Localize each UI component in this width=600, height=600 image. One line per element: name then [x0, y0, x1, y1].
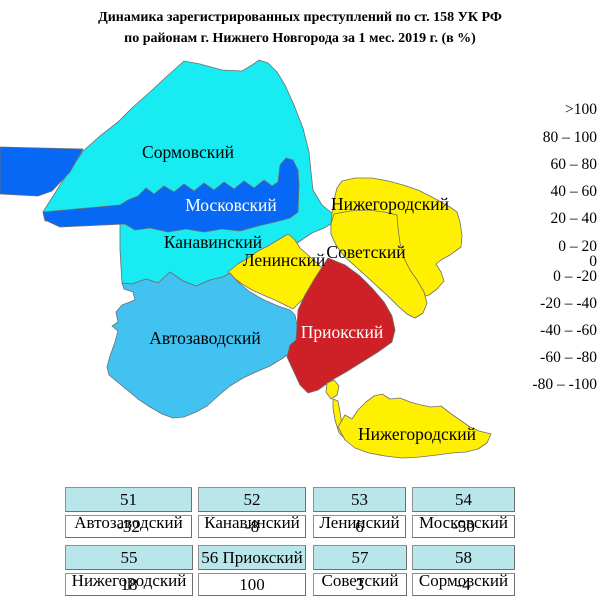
- legend-item: 0 – 20: [558, 238, 597, 255]
- district-card-value: -8: [198, 515, 306, 538]
- legend-item: -20 – -40: [540, 295, 597, 312]
- district-card-value: 6: [313, 515, 406, 538]
- legend-item: 0 – -20: [553, 268, 597, 285]
- district-card-value: -50: [412, 515, 515, 538]
- district-card-value: 100: [198, 573, 306, 596]
- district-card-header: 57 Советский: [313, 545, 407, 590]
- district-card: 52 Канавинский -8: [198, 487, 306, 538]
- district-avtozavodsky-shape: [106, 271, 298, 419]
- district-kanavinsky-label: Канавинский: [164, 232, 262, 252]
- district-card-header: 51 Автозаводский: [65, 487, 192, 532]
- legend-item: -40 – -60: [540, 322, 597, 339]
- district-card: 58 Сормовский -4: [412, 545, 515, 596]
- district-card-header: 55 Нижегородский: [65, 545, 193, 590]
- page-title-line2: по районам г. Нижнего Новгорода за 1 мес…: [124, 31, 476, 46]
- district-card: 55 Нижегородский 18: [65, 545, 193, 596]
- district-sormovsky-label: Сормовский: [142, 142, 234, 162]
- district-nizhegorodsky-south-shape: [337, 393, 492, 459]
- district-card-header: 54 Московский: [412, 487, 515, 532]
- district-card: 56 Приокский 100: [198, 545, 306, 596]
- district-moskovsky-label: Московский: [185, 195, 277, 215]
- legend-item: 80 – 100: [542, 129, 597, 146]
- district-moskovsky-west-shape: [0, 146, 84, 197]
- legend-item: -80 – -100: [532, 376, 597, 393]
- legend-item: >100: [565, 101, 597, 118]
- district-prioksky-shape: [286, 257, 396, 394]
- district-card-value: 18: [65, 573, 193, 596]
- district-moskovsky-shape: [42, 157, 300, 233]
- district-nizhegorodsky-south-label: Нижегородский: [358, 424, 476, 444]
- district-card-value: -32: [65, 515, 192, 538]
- legend-item: 0: [589, 253, 597, 270]
- district-sovetsky-shape: [330, 209, 428, 319]
- legend-item: -60 – -80: [540, 349, 597, 366]
- district-card: 51 Автозаводский -32: [65, 487, 192, 538]
- legend-item: 20 – 40: [550, 210, 598, 227]
- district-card-header: 58 Сормовский: [412, 545, 515, 590]
- legend-item: 40 – 60: [550, 183, 598, 200]
- river-blob-shape: [325, 379, 340, 400]
- district-card-header: 52 Канавинский: [198, 487, 306, 532]
- district-nizhegorodsky-label: Нижегородский: [331, 194, 449, 214]
- district-card: 54 Московский -50: [412, 487, 515, 538]
- district-sovetsky-label: Советский: [326, 242, 405, 262]
- district-leninsky-label: Ленинский: [243, 250, 326, 270]
- district-card-value: 3: [313, 573, 407, 596]
- page-title-line1: Динамика зарегистрированных преступлений…: [98, 10, 502, 25]
- page-title: Динамика зарегистрированных преступлений…: [0, 7, 600, 49]
- district-card: 57 Советский 3: [313, 545, 407, 596]
- district-card-header: 53 Ленинский: [313, 487, 406, 532]
- district-card-header: 56 Приокский: [198, 545, 306, 570]
- legend-item: 60 – 80: [550, 156, 598, 173]
- district-prioksky-label: Приокский: [301, 322, 384, 342]
- district-card-value: -4: [412, 573, 515, 596]
- district-card: 53 Ленинский 6: [313, 487, 406, 538]
- district-avtozavodsky-label: Автозаводский: [149, 328, 261, 348]
